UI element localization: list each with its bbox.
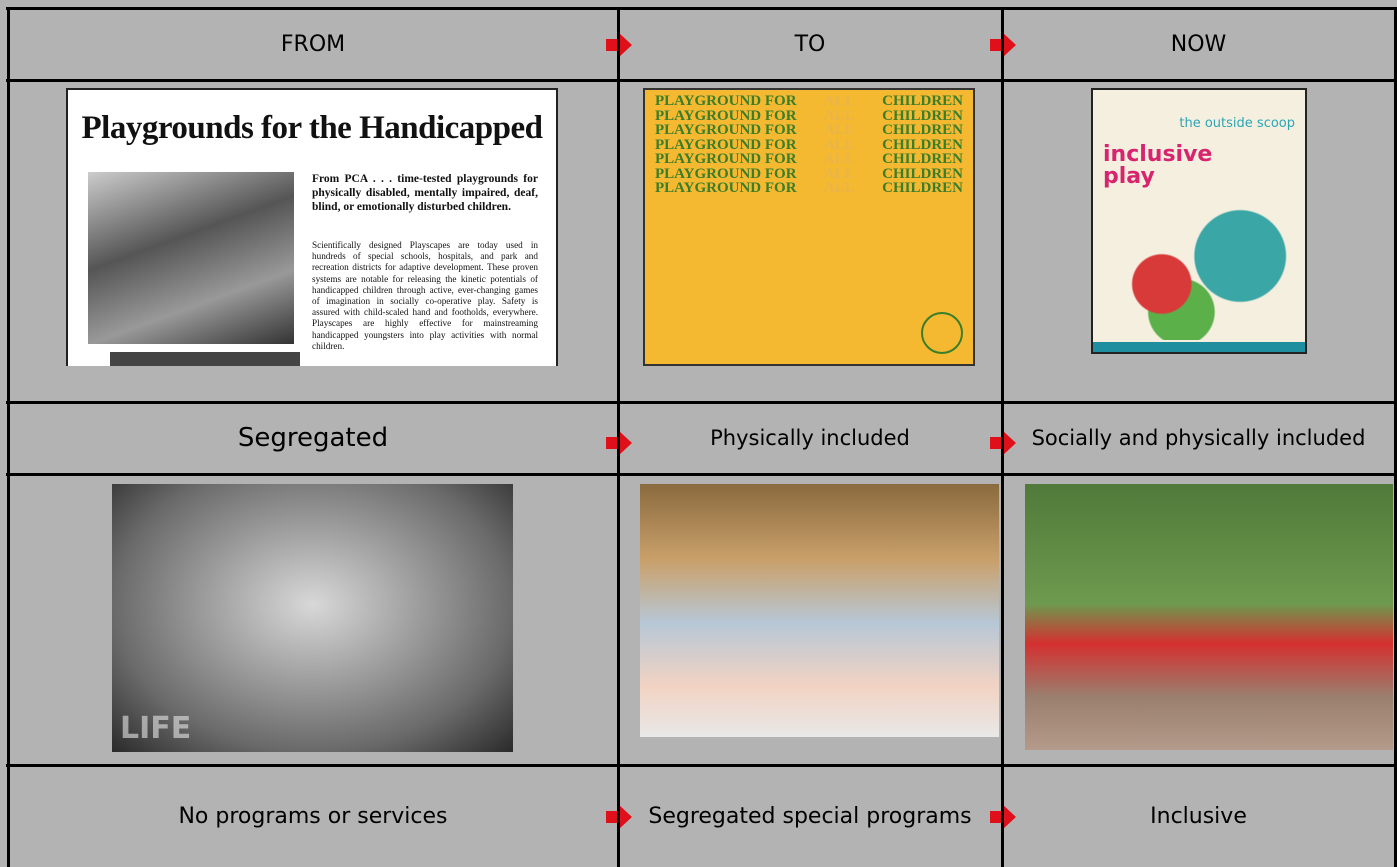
- poster-word: CHILDREN: [882, 165, 963, 182]
- poster-word: PLAYGROUND FOR: [655, 151, 797, 167]
- brochure-title: inclusive: [1103, 142, 1213, 167]
- grid-line: [6, 7, 1397, 10]
- programs-cell: Inclusive: [1150, 803, 1247, 829]
- stages-cell: Physically included: [710, 426, 910, 450]
- stages-cell: Segregated: [237, 423, 389, 453]
- poster-line: PLAYGROUND FOR ALL CHILDREN: [655, 165, 963, 182]
- poster-word: PLAYGROUND FOR: [655, 180, 797, 196]
- tagline: the outside scoop: [1179, 116, 1295, 131]
- poster-word: CHILDREN: [882, 136, 963, 153]
- footer-band: [1093, 342, 1305, 352]
- poster: PLAYGROUND FOR ALL CHILDREN PLAYGROUND FOR A…: [643, 88, 975, 366]
- grid-line: [6, 473, 1397, 476]
- logo: [921, 312, 963, 354]
- poster-word: CHILDREN: [882, 151, 963, 167]
- poster-word: ALL: [823, 136, 855, 153]
- poster-word: PLAYGROUND FOR: [655, 136, 797, 153]
- newspaper-clipping: Playgrounds for the Handicapped From PCA …: [66, 88, 558, 366]
- poster-word: ALL: [823, 107, 855, 124]
- grid-line: [6, 401, 1397, 404]
- programs-cell: No programs or services: [178, 803, 448, 829]
- brochure: the outside scoop inclusive play: [1091, 88, 1307, 354]
- poster-word: CHILDREN: [882, 107, 963, 124]
- poster-word: ALL: [823, 93, 855, 109]
- poster-word: PLAYGROUND FOR: [655, 122, 797, 138]
- poster-word: ALL: [823, 151, 855, 167]
- intro: From PCA . . . time-tested playgrounds f…: [312, 173, 538, 213]
- grid-line: [6, 764, 1397, 767]
- artwork: [1103, 200, 1299, 340]
- poster-word: CHILDREN: [882, 93, 963, 109]
- grid-line: [1394, 8, 1397, 867]
- brochure-title: play: [1103, 164, 1155, 189]
- stages-cell: Socially and physically included: [1031, 426, 1366, 450]
- poster-word: PLAYGROUND FOR: [655, 165, 797, 182]
- photo-caption: LIFE: [120, 711, 192, 746]
- header-cell: TO: [794, 31, 826, 57]
- photo: [110, 352, 300, 366]
- headline: Playgrounds for the Handicapped: [81, 110, 543, 146]
- photo: [1025, 484, 1393, 750]
- poster-line: PLAYGROUND FOR ALL CHILDREN: [655, 136, 963, 153]
- photo: LIFE: [112, 484, 513, 752]
- grid-line: [1001, 8, 1004, 867]
- poster-word: PLAYGROUND FOR: [655, 93, 797, 109]
- grid-line: [6, 79, 1397, 82]
- poster-word: ALL: [823, 165, 855, 182]
- header-cell: NOW: [1170, 31, 1227, 57]
- poster-word: CHILDREN: [882, 122, 963, 138]
- poster-line: PLAYGROUND FOR ALL CHILDREN: [655, 107, 963, 124]
- header-cell: FROM: [280, 31, 346, 57]
- photo: [640, 484, 999, 737]
- poster-word: ALL: [823, 122, 855, 138]
- body-text: Scientifically designed Playscapes are t…: [312, 240, 538, 351]
- poster-line: PLAYGROUND FOR ALL CHILDREN: [655, 94, 963, 109]
- poster-word: PLAYGROUND FOR: [655, 107, 797, 124]
- poster-word: CHILDREN: [882, 180, 963, 196]
- poster-line: PLAYGROUND FOR ALL CHILDREN: [655, 152, 963, 167]
- grid-line: [617, 8, 620, 867]
- grid-line: [7, 8, 10, 867]
- programs-cell: Segregated special programs: [648, 803, 972, 829]
- photo: [88, 172, 294, 344]
- poster-word: ALL: [823, 180, 855, 196]
- poster-line: PLAYGROUND FOR ALL CHILDREN: [655, 181, 963, 196]
- poster-line: PLAYGROUND FOR ALL CHILDREN: [655, 123, 963, 138]
